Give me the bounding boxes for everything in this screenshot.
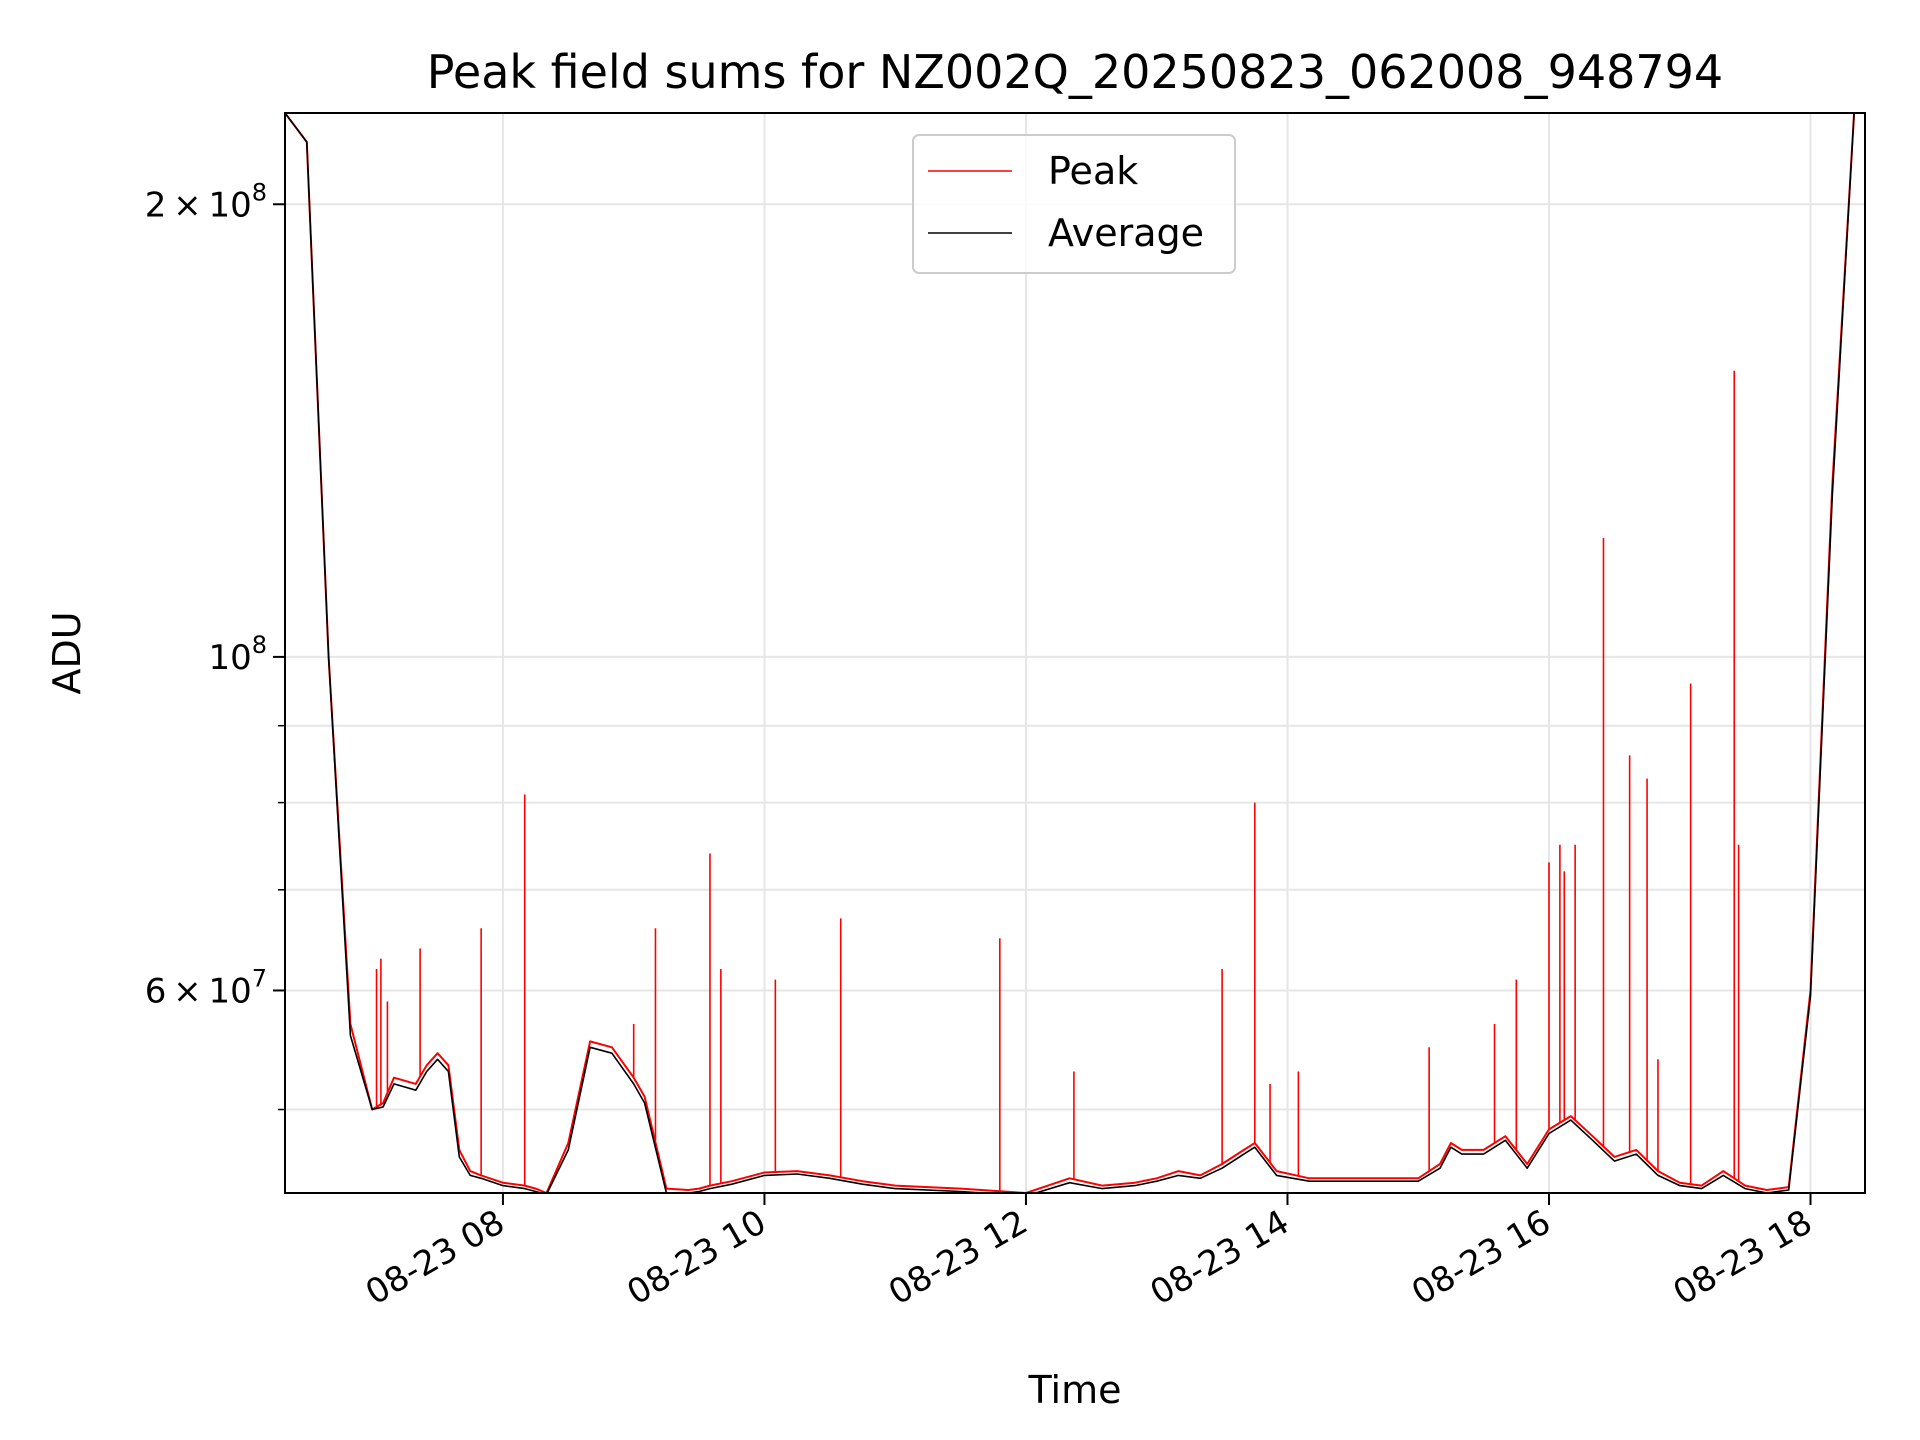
y-tick-base: × 10: [166, 185, 251, 225]
series-peak: [285, 113, 1856, 1193]
legend-box: [912, 134, 1236, 274]
chart-title: Peak field sums for NZ002Q_20250823_0620…: [427, 45, 1723, 99]
y-tick-mantissa: 2: [145, 185, 167, 225]
y-axis-label: ADU: [45, 611, 89, 694]
legend: Peak Average: [912, 134, 1236, 274]
y-tick-label: 108: [208, 631, 267, 678]
y-tick-label: 2 × 108: [145, 178, 267, 225]
series-layer: [285, 113, 1856, 1193]
y-tick-exponent: 8: [252, 631, 267, 659]
y-tick-label: 6 × 107: [145, 964, 267, 1011]
legend-label-average: Average: [1048, 211, 1204, 255]
y-tick-exponent: 8: [252, 178, 267, 206]
y-tick-mantissa: 6: [145, 971, 167, 1011]
y-tick-base: 10: [208, 638, 251, 678]
plot-frame: [284, 112, 1866, 1194]
series-line-average: [285, 113, 1855, 1193]
y-tick-base: × 10: [166, 971, 251, 1011]
y-tick-exponent: 7: [252, 964, 267, 992]
series-average: [285, 113, 1855, 1193]
legend-label-peak: Peak: [1048, 149, 1138, 193]
x-axis-label: Time: [1028, 1368, 1122, 1412]
series-line-peak: [285, 113, 1856, 1193]
grid: [285, 113, 1865, 1193]
